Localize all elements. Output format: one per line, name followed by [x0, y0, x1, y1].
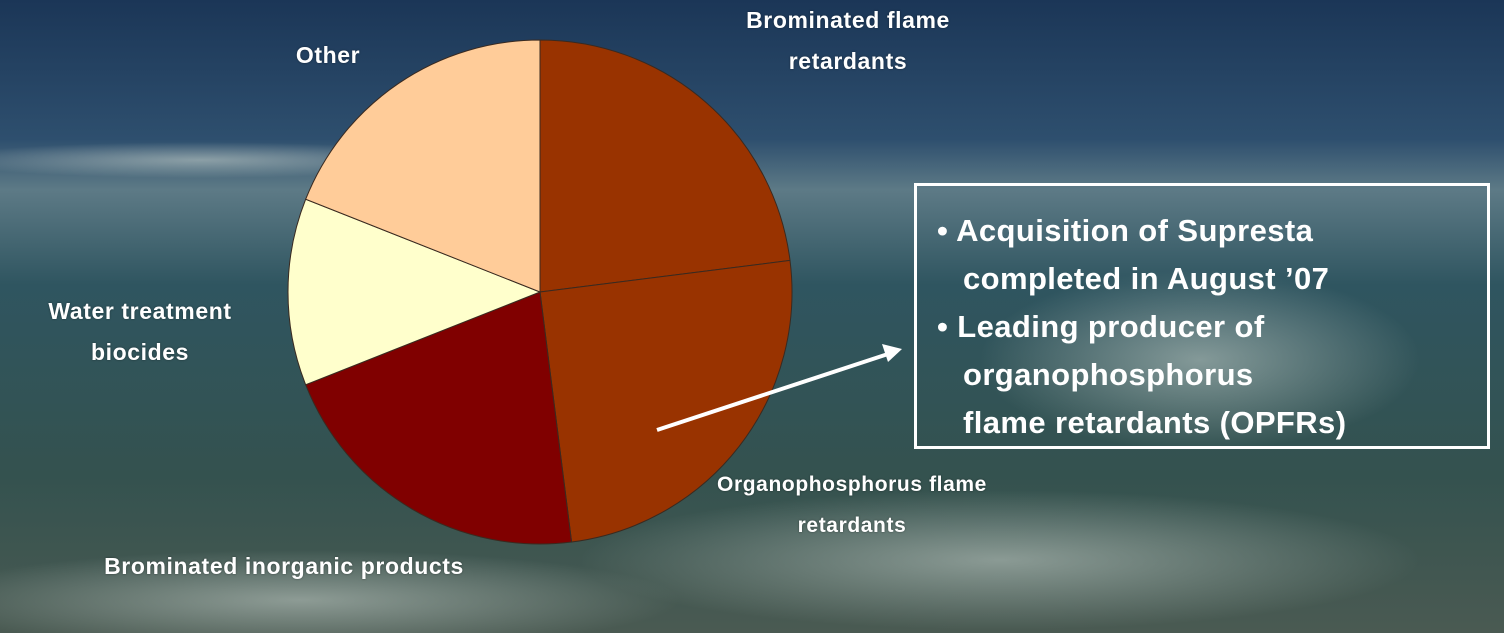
slice-label: Water treatment biocides — [48, 298, 232, 365]
slice-label: Other — [295, 42, 361, 68]
foam — [580, 490, 1420, 630]
arrow-line — [656, 352, 889, 432]
callout-line: completed in August ’07 — [963, 261, 1330, 296]
pie-slice — [287, 198, 542, 386]
callout-box: • Acquisition of Supresta completed in Au… — [914, 183, 1490, 449]
foam — [980, 270, 1420, 450]
pie-slice — [539, 39, 791, 293]
pie-slice — [305, 291, 573, 545]
slice-label: Organophosphorus flame retardants — [717, 473, 987, 537]
foam — [0, 550, 680, 633]
callout-line: flame retardants (OPFRs) — [963, 405, 1347, 440]
slice-label: Brominated inorganic products — [104, 553, 464, 579]
arrow-head — [882, 344, 902, 362]
pie-slice — [305, 39, 541, 293]
pie-slice — [539, 259, 793, 543]
callout-line: • Acquisition of Supresta — [937, 213, 1314, 248]
pie — [287, 39, 793, 545]
slice-label: Brominated flame retardants — [746, 7, 950, 74]
callout-line: • Leading producer of — [937, 309, 1265, 344]
callout-line: organophosphorus — [963, 357, 1254, 392]
